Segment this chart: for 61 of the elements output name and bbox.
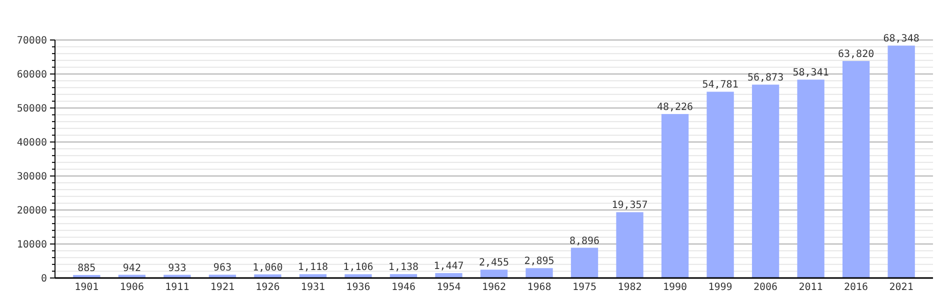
bar: [797, 80, 824, 278]
y-tick-label: 0: [40, 274, 47, 284]
data-label: 58,341: [792, 68, 829, 79]
x-tick-label: 1968: [527, 282, 552, 293]
data-label: 8,896: [569, 236, 600, 247]
x-tick-label: 1982: [618, 282, 642, 293]
x-tick-label: 1906: [120, 282, 144, 293]
data-label: 942: [122, 262, 141, 274]
data-label: 1,106: [343, 262, 374, 274]
data-label: 54,781: [702, 80, 738, 91]
x-tick-label: 2021: [889, 282, 914, 293]
x-tick-label: 1931: [300, 282, 326, 293]
bar: [208, 274, 236, 278]
data-label: 2,455: [478, 258, 510, 269]
data-label: 1,447: [434, 261, 464, 272]
data-label: 68,348: [883, 34, 920, 45]
x-tick-label: 2011: [798, 282, 823, 293]
x-tick-label: 1975: [572, 282, 597, 293]
bar: [752, 84, 780, 278]
bar: [570, 248, 598, 278]
bar: [299, 274, 327, 278]
y-tick-label: 20000: [16, 206, 47, 216]
data-label: 1,060: [252, 262, 283, 274]
data-label: 963: [213, 262, 232, 274]
bar: [888, 46, 915, 278]
y-tick-label: 10000: [16, 240, 47, 250]
bar: [842, 61, 870, 278]
x-tick-label: 1946: [391, 282, 416, 293]
data-label: 885: [78, 262, 96, 274]
bar: [480, 270, 508, 278]
y-tick-label: 30000: [16, 172, 47, 182]
data-label: 19,357: [612, 200, 648, 212]
data-label: 48,226: [656, 102, 694, 114]
data-label: 933: [168, 262, 186, 274]
data-label: 56,873: [747, 72, 784, 84]
x-tick-label: 2006: [754, 282, 778, 293]
bar: [435, 273, 462, 278]
bar: [661, 114, 689, 278]
x-tick-label: 1954: [436, 282, 461, 293]
x-tick-label: 1911: [165, 282, 190, 293]
y-tick-label: 50000: [16, 104, 47, 114]
x-tick-label: 1921: [210, 282, 234, 293]
y-tick-label: 40000: [16, 138, 47, 148]
data-label: 1,118: [298, 262, 328, 274]
x-tick-label: 1962: [482, 282, 506, 293]
bar: [706, 92, 734, 278]
x-tick-label: 1936: [346, 282, 370, 293]
data-label: 1,138: [388, 262, 419, 274]
bar: [390, 274, 418, 278]
x-tick-label: 1926: [256, 282, 280, 293]
bar: [526, 268, 553, 278]
x-tick-label: 2016: [844, 282, 868, 293]
x-tick-label: 1901: [74, 282, 99, 293]
y-tick-label: 70000: [16, 36, 47, 46]
data-label: 2,895: [524, 256, 554, 268]
x-tick-label: 1999: [708, 282, 732, 293]
data-label: 63,820: [838, 49, 874, 60]
bar: [616, 212, 644, 278]
y-tick-label: 60000: [16, 70, 47, 80]
bar: [344, 274, 372, 278]
x-tick-label: 1990: [662, 282, 688, 293]
